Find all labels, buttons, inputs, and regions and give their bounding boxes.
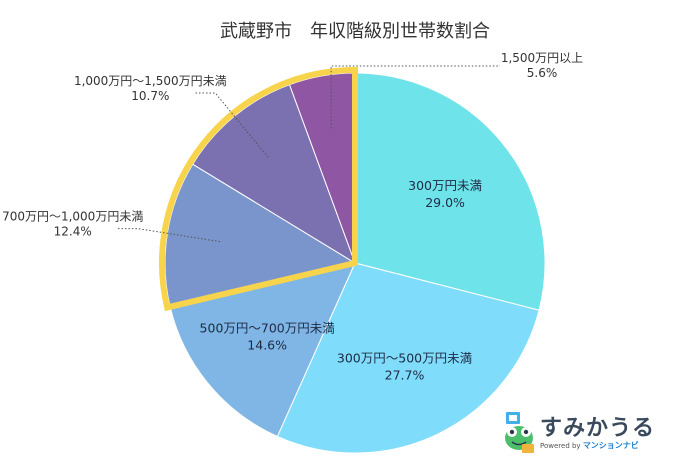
slice-1 (354, 72, 546, 311)
slice-2 (276, 262, 540, 454)
slice-labels: 300万円未満 29.0% 300万円〜500万円未満 27.7% 500万円〜700万… (2, 51, 583, 383)
slice-6-label: 1,500万円以上 (501, 51, 583, 65)
logo-name: すみかうる (540, 416, 656, 441)
slice-3-label: 500万円〜700万円未満 (200, 321, 335, 336)
slice-2-label: 300万円〜500万円未満 (337, 351, 472, 366)
logo-powered-by: Powered by マンションナビ (540, 440, 639, 451)
slice-3-value: 14.6% (247, 338, 287, 353)
chart-title: 武蔵野市 年収階級別世帯数割合 (220, 21, 490, 42)
slice-4-label: 700万円〜1,000万円未満 (2, 210, 143, 224)
powered-brand: マンションナビ (582, 441, 639, 450)
pie-slices (164, 72, 546, 454)
slice-5-value: 10.7% (131, 89, 169, 103)
slice-4-value: 12.4% (54, 225, 92, 239)
slice-1-value: 29.0% (425, 195, 465, 210)
slice-1-label: 300万円未満 (408, 178, 482, 193)
highlight-outline-path (158, 66, 358, 312)
slice-6-value: 5.6% (527, 66, 558, 80)
slice-2-value: 27.7% (385, 368, 425, 383)
slice-3 (169, 262, 356, 438)
frog-mascot-icon (505, 412, 534, 453)
highlight-outline (158, 66, 358, 312)
slice-5-label: 1,000万円〜1,500万円未満 (74, 74, 227, 88)
brand-logo: すみかうる Powered by マンションナビ (500, 408, 660, 458)
powered-prefix: Powered by (540, 442, 581, 450)
